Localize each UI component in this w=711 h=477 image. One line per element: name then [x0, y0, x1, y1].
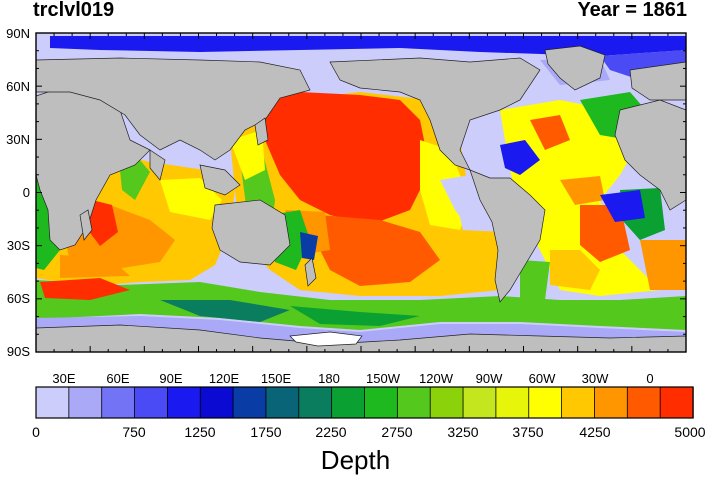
indian-ocean-green-strip [120, 160, 150, 200]
lon-label-90w: 90W [475, 371, 503, 386]
lon-label-150w: 150W [366, 371, 400, 386]
lon-label-60e: 60E [106, 371, 130, 386]
atlantic-north-red [530, 115, 570, 150]
lon-label-150e: 150E [260, 371, 292, 386]
pacific-deep-blue-patch [300, 232, 318, 260]
lon-label-60w: 60W [528, 371, 556, 386]
pacific-north-red [265, 92, 430, 225]
colorbar-label-750: 750 [122, 424, 146, 440]
atlantic-east-blue [600, 190, 645, 222]
colorbar-label-1250: 1250 [184, 424, 216, 440]
lon-label-30w: 30W [581, 371, 609, 386]
ice-shelf [289, 331, 363, 347]
land-masses [36, 45, 686, 352]
variable-title: trclvl019 [33, 0, 115, 21]
lon-label-120w: 120W [419, 371, 453, 386]
southern-ocean-red-west [40, 278, 130, 300]
lat-label-30s: 30S [6, 238, 30, 253]
lon-label-90e: 90E [159, 371, 183, 386]
lat-label-30n: 30N [6, 132, 30, 147]
lat-label-60n: 60N [6, 79, 30, 94]
southern-ocean-orange-west [60, 255, 130, 278]
colorbar-label-5000: 5000 [674, 424, 706, 440]
atlantic-southeast-orange [640, 240, 686, 290]
lat-label-90s: 90S [6, 344, 30, 359]
pacific-south-red [315, 215, 440, 286]
southern-ocean-teal [160, 300, 290, 322]
colorbar-label-3750: 3750 [512, 424, 544, 440]
colorbar-label-2250: 2250 [315, 424, 347, 440]
atlantic-deep-blue-west [500, 140, 540, 175]
lon-label-30e: 30E [52, 371, 76, 386]
colorbar-label-4250: 4250 [579, 424, 611, 440]
map-ticks [35, 32, 687, 353]
atlantic-south-green [520, 260, 550, 300]
southern-ocean-band [36, 280, 686, 330]
colorbar-label-0: 0 [32, 424, 40, 440]
atlantic-south-orange [550, 250, 600, 290]
lon-label-120e: 120E [208, 371, 240, 386]
pacific-yellow-equatorial [230, 130, 265, 180]
arctic-region [50, 36, 686, 56]
colorbar-label-2750: 2750 [381, 424, 413, 440]
lat-label-60s: 60S [6, 291, 30, 306]
lon-label-0: 0 [646, 371, 654, 386]
lat-label-eq: 0 [22, 185, 30, 200]
lon-label-180: 180 [318, 371, 340, 386]
atlantic-orange-center [560, 176, 605, 205]
year-title: Year = 1861 [577, 0, 687, 21]
colorbar-label-1750: 1750 [250, 424, 282, 440]
indian-ocean-red [88, 200, 118, 246]
colorbar-title: Depth [320, 445, 391, 475]
southern-ocean-cyan [290, 306, 420, 326]
colorbar-label-3250: 3250 [447, 424, 479, 440]
lat-label-90n: 90N [6, 26, 30, 41]
